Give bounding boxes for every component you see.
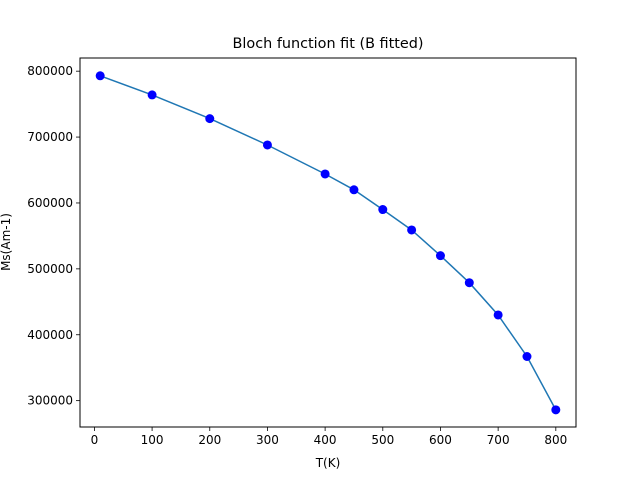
x-tick-label: 600 bbox=[429, 433, 452, 447]
chart-title: Bloch function fit (B fitted) bbox=[233, 36, 424, 52]
data-point bbox=[522, 351, 532, 361]
x-axis-label: T(K) bbox=[315, 456, 341, 470]
data-point bbox=[407, 225, 417, 235]
data-point bbox=[493, 310, 503, 320]
data-point bbox=[262, 140, 272, 150]
y-tick-label: 400000 bbox=[27, 328, 73, 342]
x-tick-label: 400 bbox=[314, 433, 337, 447]
plot-area bbox=[95, 71, 561, 415]
y-tick-label: 500000 bbox=[27, 262, 73, 276]
data-point bbox=[464, 278, 474, 288]
data-point bbox=[378, 205, 388, 215]
x-tick-label: 0 bbox=[91, 433, 99, 447]
x-tick-label: 300 bbox=[256, 433, 279, 447]
y-tick-label: 800000 bbox=[27, 64, 73, 78]
y-axis-label: Ms(Am-1) bbox=[0, 213, 13, 271]
y-tick-label: 700000 bbox=[27, 130, 73, 144]
data-point bbox=[349, 185, 359, 195]
x-tick-label: 800 bbox=[544, 433, 567, 447]
y-tick-label: 600000 bbox=[27, 196, 73, 210]
data-point bbox=[551, 405, 561, 415]
y-axis-ticks: 300000 400000 500000 600000 700000 800000 bbox=[27, 64, 80, 408]
plot-frame bbox=[79, 57, 577, 428]
data-point bbox=[320, 169, 330, 179]
fit-line bbox=[99, 75, 557, 411]
x-axis-ticks: 0 100 200 300 400 500 600 700 800 bbox=[91, 427, 567, 447]
data-point bbox=[147, 90, 157, 100]
x-tick-label: 500 bbox=[371, 433, 394, 447]
y-tick-label: 300000 bbox=[27, 394, 73, 408]
x-tick-label: 700 bbox=[487, 433, 510, 447]
data-point bbox=[435, 251, 445, 261]
data-point bbox=[205, 114, 215, 124]
data-point bbox=[95, 71, 105, 81]
x-tick-label: 200 bbox=[198, 433, 221, 447]
x-tick-label: 100 bbox=[141, 433, 164, 447]
